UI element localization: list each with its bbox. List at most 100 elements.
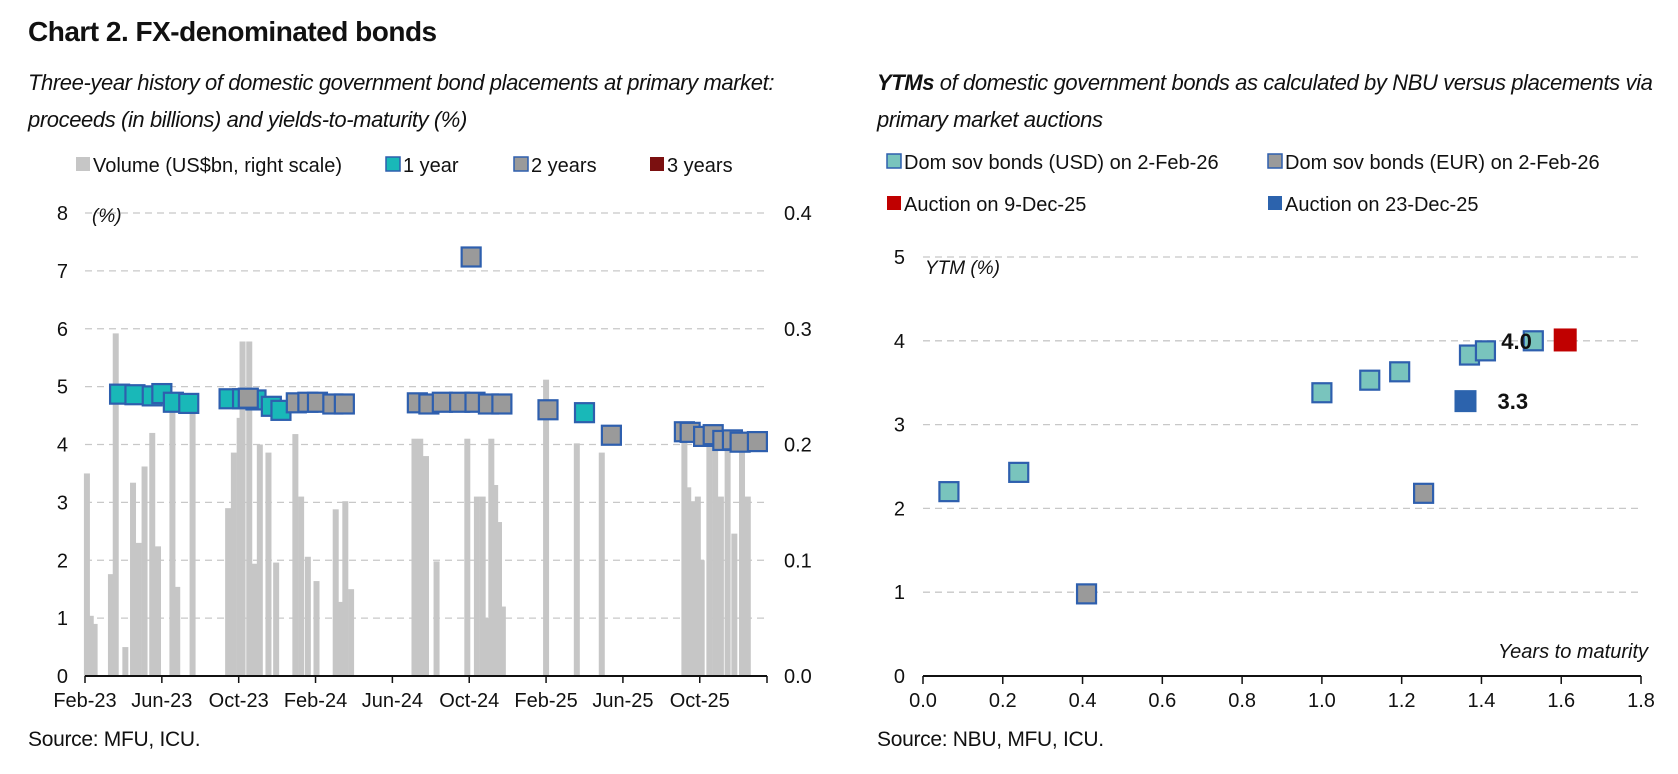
volume-bar [496,522,503,676]
volume-bar [265,452,272,676]
volume-bar [332,509,339,676]
volume-bar [174,586,181,676]
y2-tick-label: 0.0 [784,666,812,688]
volume-bar [433,561,440,676]
yield-marker [178,392,200,415]
y-tick-label: 6 [57,319,68,341]
volume-bar [155,546,162,676]
right-chart-subtitle-rest: of domestic government bonds as calculat… [877,70,1653,132]
volume-bar [141,466,148,676]
y-tick-label: 7 [57,261,68,283]
volume-bar [251,563,258,676]
x-tick-label: Oct-25 [670,690,730,712]
x-tick-label: 0.4 [1069,690,1097,712]
volume-bar [135,542,142,676]
y-unit-label: (%) [92,206,122,227]
yield-marker [746,431,768,453]
y-tick-label: 3 [57,492,68,514]
volume-bar [499,606,506,676]
volume-bar [698,560,705,676]
legend-label: Auction on 9-Dec-25 [904,194,1086,216]
scatter-point [1458,344,1481,366]
data-label: 3.3 [1497,389,1528,414]
yield-marker [729,431,751,453]
volume-bar [239,341,246,676]
legend-label: Auction on 23-Dec-25 [1285,194,1478,216]
volume-bar [543,379,550,676]
legend-swatch [385,156,401,172]
left-chart: 0 1 2 3 4 5 6 7 8 0.0 0.1 0.2 0.3 0.4 (%) Feb-23 Jun-23 O… [53,155,812,712]
right-chart-subtitle-bold: YTMs [877,70,935,95]
legend-swatch [76,157,90,171]
volume-bar [488,438,495,676]
scatter-point [1359,369,1381,391]
volume-bar [690,501,697,676]
volume-bar [91,623,98,676]
legend-swatch [650,157,664,171]
y-tick-label: 0 [894,666,905,688]
volume-bar [411,438,418,676]
legend-label: Dom sov bonds (EUR) on 2-Feb-26 [1285,152,1600,174]
scatter-point [1389,361,1411,383]
volume-bar [484,618,491,676]
volume-bar [122,647,129,676]
y-axis-label: YTM (%) [925,258,1000,279]
volume-bar [304,556,311,676]
volume-bar [739,438,746,676]
chart-title: Chart 2. FX-denominated bonds [28,16,437,47]
volume-bar [573,443,580,676]
y-tick-label: 2 [57,550,68,572]
scatter-point [1008,461,1030,483]
legend-swatch [513,156,529,172]
volume-bar [256,444,263,676]
y-tick-label: 1 [57,608,68,630]
volume-bar [744,496,751,676]
volume-bar [598,452,605,676]
volume-bar [348,589,355,676]
y2-tick-label: 0.1 [784,550,812,572]
scatter-point [1474,340,1497,362]
yield-marker [491,393,513,415]
volume-bar [189,398,196,676]
x-tick-label: Feb-25 [514,690,577,712]
volume-bar [717,496,724,676]
volume-bar [298,496,305,676]
scatter-point [1311,382,1333,404]
y-tick-label: 0 [57,666,68,688]
x-tick-label: 0.2 [989,690,1017,712]
x-tick-label: 0.8 [1228,690,1256,712]
volume-bar [342,501,349,676]
y-tick-label: 8 [57,203,68,225]
y2-tick-label: 0.4 [784,203,812,225]
volume-bar [479,496,486,676]
scatter-point [1454,390,1477,413]
yield-marker [333,393,355,415]
yield-marker [600,424,622,446]
legend-swatch [887,196,901,210]
x-axis-label: Years to maturity [1498,641,1649,663]
volume-bar [87,615,94,676]
volume-bar [112,333,119,676]
volume-bar [706,431,713,676]
right-chart-source: Source: NBU, MFU, ICU. [877,728,1104,751]
volume-bar [492,485,499,676]
legend-label: 2 years [531,155,597,177]
volume-bar [337,601,344,676]
scatter-point [938,481,960,503]
x-tick-label: 1.8 [1627,690,1655,712]
scatter-point [1553,328,1577,352]
x-tick-label: Feb-23 [53,690,116,712]
x-tick-label: Jun-24 [362,690,423,712]
legend-swatch [886,153,902,169]
y-tick-label: 3 [894,415,905,437]
legend-label: Volume (US$bn, right scale) [93,155,342,177]
volume-bar [230,452,237,676]
y-tick-label: 4 [57,435,68,457]
volume-bar [225,508,232,676]
volume-bar [712,431,719,676]
x-tick-label: 0.6 [1148,690,1176,712]
yield-marker [124,384,146,406]
y-tick-label: 2 [894,498,905,520]
scatter-point [1413,482,1435,504]
x-tick-label: 0.0 [909,690,937,712]
